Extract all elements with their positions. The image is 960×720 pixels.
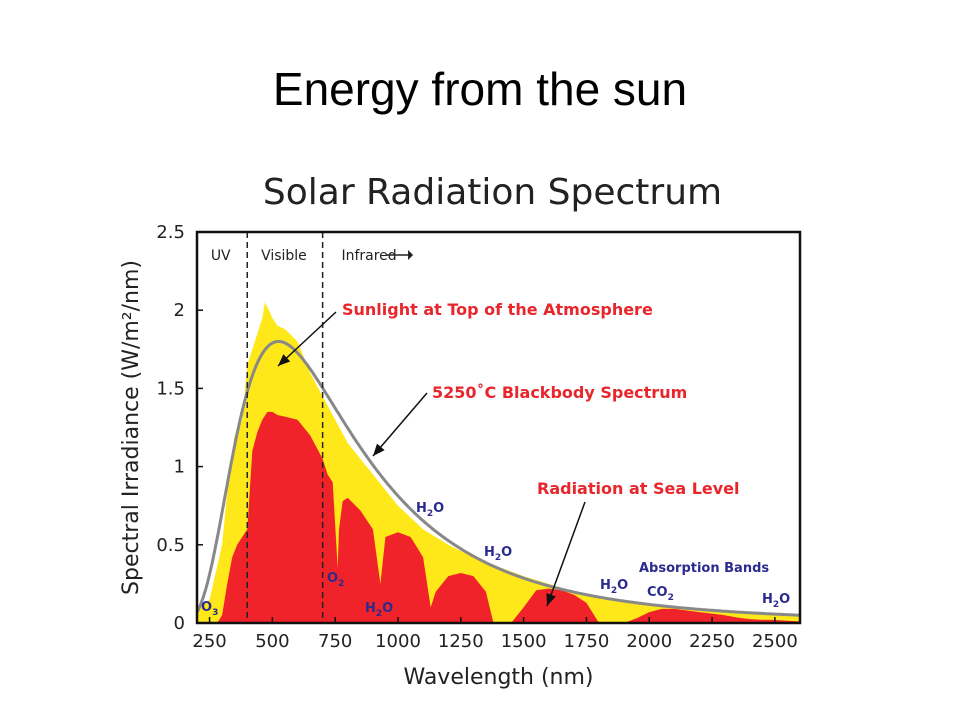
y-tick-label-2: 1 bbox=[174, 457, 185, 478]
x-tick-label-1000: 1000 bbox=[375, 631, 421, 652]
sea-level-area-layer bbox=[197, 411, 800, 623]
x-tick-label-500: 500 bbox=[255, 631, 289, 652]
y-axis-label: Spectral Irradiance (W/m²/nm) bbox=[119, 260, 144, 595]
absorption-band-label-2: H2O bbox=[365, 601, 393, 619]
annotation-top-of-atmosphere: Sunlight at Top of the Atmosphere bbox=[342, 300, 653, 319]
y-tick-label-3: 1.5 bbox=[156, 378, 185, 399]
arrow-sea-level-head bbox=[546, 593, 556, 606]
sea-level-area bbox=[197, 411, 800, 623]
x-tick-label-1250: 1250 bbox=[438, 631, 484, 652]
absorption-band-label-6: CO2 bbox=[647, 585, 674, 603]
y-tick-label-0: 0 bbox=[174, 613, 185, 634]
x-tick-label-1750: 1750 bbox=[564, 631, 610, 652]
axis-ticks: 250 500 750 1000 1250 1500 1750 2000 2250 2500 0 0.… bbox=[119, 222, 798, 690]
y-tick-label-4: 2 bbox=[174, 300, 185, 321]
region-label-infrared: Infrared bbox=[341, 248, 396, 264]
arrow-sea-level-line bbox=[546, 501, 586, 607]
absorption-band-label-5: H2O bbox=[600, 578, 628, 596]
plot-frame bbox=[195, 230, 802, 625]
absorption-band-label-7: H2O bbox=[762, 592, 790, 610]
y-tick-label-1: 0.5 bbox=[156, 535, 185, 556]
slide-title: Energy from the sun bbox=[272, 63, 688, 115]
annotation-sea-level: Radiation at Sea Level bbox=[537, 479, 740, 498]
absorption-band-label-3: H2O bbox=[416, 501, 444, 519]
absorption-band-label-4: H2O bbox=[484, 545, 512, 563]
absorption-band-label-0: O3 bbox=[201, 600, 218, 618]
arrow-top-of-atmosphere-head bbox=[278, 354, 291, 366]
plot-border bbox=[195, 230, 802, 625]
x-tick-label-2000: 2000 bbox=[626, 631, 672, 652]
annotation-blackbody: 5250˚C Blackbody Spectrum bbox=[432, 383, 687, 402]
x-axis-label: Wavelength (nm) bbox=[403, 665, 593, 690]
infrared-arrow-head bbox=[408, 250, 414, 260]
x-tick-label-1500: 1500 bbox=[501, 631, 547, 652]
x-tick-label-2500: 2500 bbox=[752, 631, 798, 652]
absorption-bands-title: Absorption Bands bbox=[639, 561, 769, 576]
blackbody-curve bbox=[195, 340, 800, 617]
annotations: Sunlight at Top of the Atmosphere 5250˚C … bbox=[201, 300, 790, 619]
x-tick-label-250: 250 bbox=[192, 631, 226, 652]
chart-title: Solar Radiation Spectrum bbox=[262, 172, 723, 213]
blackbody-curve-layer bbox=[195, 340, 800, 617]
arrow-blackbody-head bbox=[373, 443, 385, 456]
region-label-visible: Visible bbox=[261, 248, 307, 264]
arrow-blackbody-line bbox=[372, 392, 428, 457]
arrow-top-of-atmosphere-line bbox=[277, 311, 337, 367]
x-tick-label-750: 750 bbox=[318, 631, 352, 652]
y-tick-label-5: 2.5 bbox=[156, 222, 185, 243]
region-dividers: UV Visible Infrared bbox=[211, 232, 414, 623]
absorption-band-label-1: O2 bbox=[327, 571, 344, 589]
region-label-uv: UV bbox=[211, 248, 231, 264]
x-tick-label-2250: 2250 bbox=[689, 631, 735, 652]
